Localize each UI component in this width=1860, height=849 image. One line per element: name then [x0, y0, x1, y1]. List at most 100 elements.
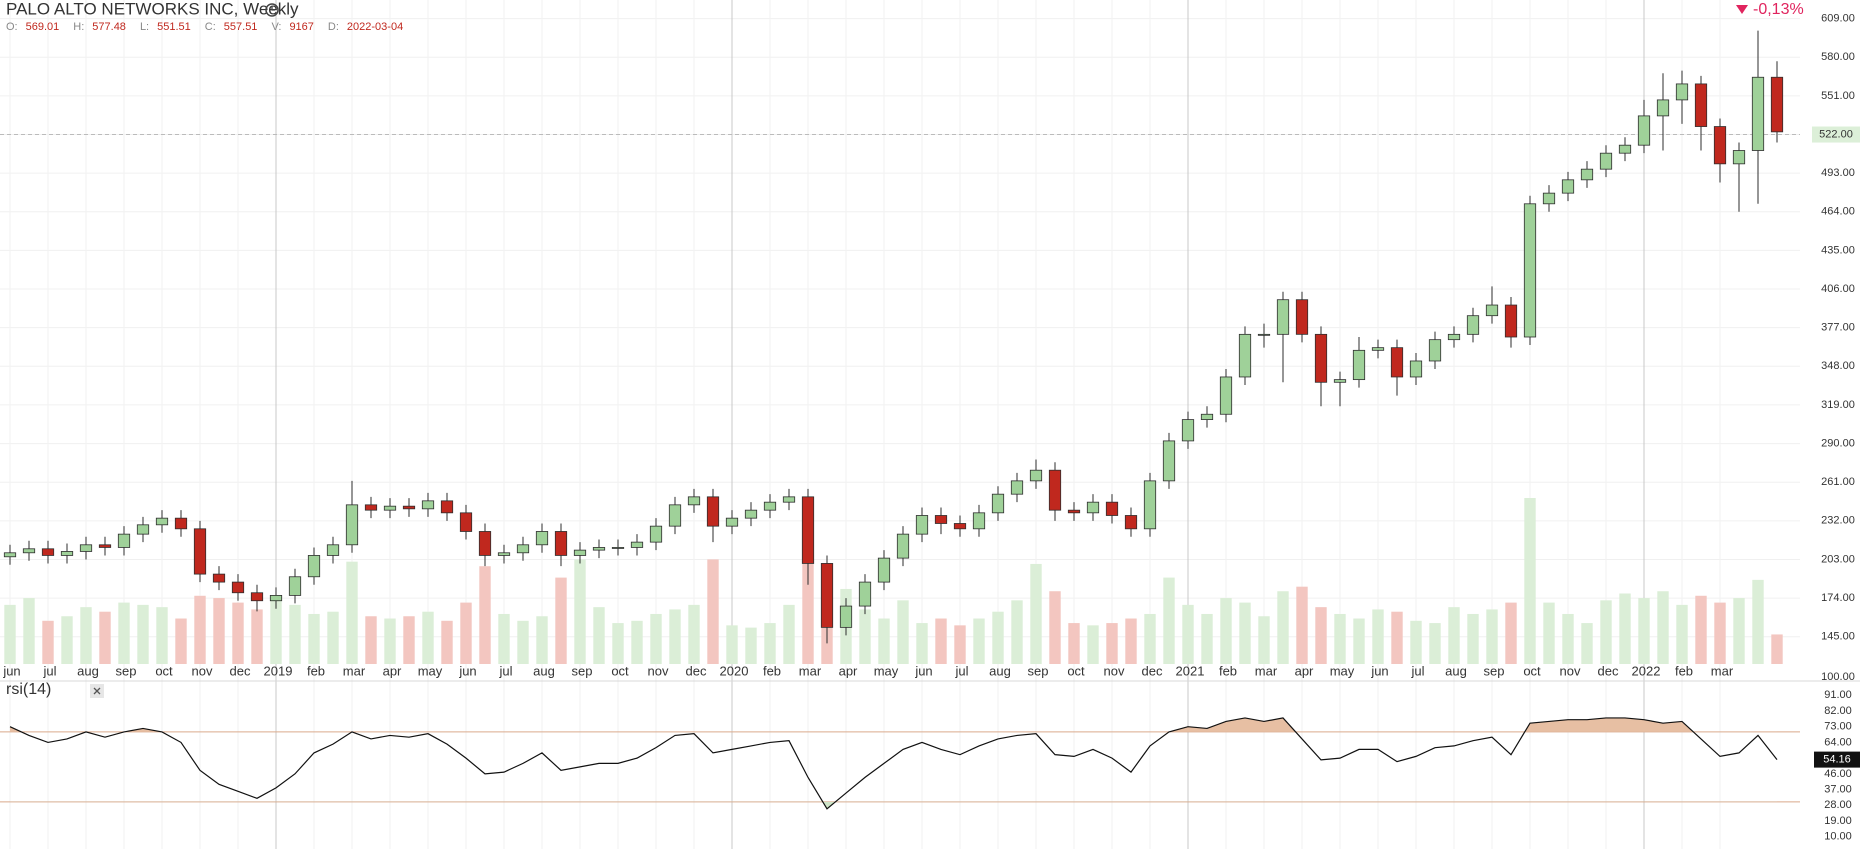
volume-bar [289, 604, 301, 664]
candle-body [1675, 83, 1689, 101]
volume-bar [954, 625, 966, 664]
volume-bar [346, 561, 358, 664]
volume-bar [1125, 618, 1137, 664]
candle-body [1352, 349, 1366, 381]
x-tick-label: sep [116, 663, 137, 678]
candle-body [79, 544, 93, 552]
volume-bar [1182, 604, 1194, 664]
volume-bar [61, 616, 73, 664]
candle-body [1618, 144, 1632, 154]
candle-body [706, 496, 720, 527]
candle-body [440, 500, 454, 514]
volume-bar [1695, 595, 1707, 664]
y-tick-label: 261.00 [1821, 476, 1855, 488]
candle-body [1162, 440, 1176, 482]
candle-body [763, 501, 777, 511]
x-tick-label: mar [1711, 663, 1734, 678]
volume-bar [897, 600, 909, 664]
volume-bar [1429, 623, 1441, 664]
candle-body [1067, 509, 1081, 514]
overbought-area [10, 717, 1777, 732]
x-tick-label: jul [1410, 663, 1424, 678]
volume-bar [650, 613, 662, 664]
volume-bar [612, 623, 624, 664]
volume-bar [1752, 579, 1764, 664]
header-value: 9167 [289, 21, 313, 33]
y-tick-label: 406.00 [1821, 283, 1855, 295]
candle-body [1770, 76, 1784, 133]
header-label: O: [6, 21, 18, 33]
volume-bar [707, 559, 719, 664]
volume-bar [745, 627, 757, 664]
volume-bar [403, 616, 415, 664]
volume-bar [308, 613, 320, 664]
volume-bar [232, 602, 244, 664]
volume-bar [4, 604, 16, 664]
candle-body [1143, 480, 1157, 530]
x-tick-label: feb [307, 663, 325, 678]
volume-bar [688, 604, 700, 664]
candle-body [1105, 501, 1119, 516]
x-tick-label: mar [343, 663, 366, 678]
candle-body [326, 544, 340, 556]
x-tick-label: dec [1142, 663, 1163, 678]
rsi-value-label: 54.16 [1823, 754, 1851, 766]
candle-body [972, 512, 986, 530]
candle-body [1390, 347, 1404, 378]
volume-bar [1714, 602, 1726, 664]
volume-bar [1771, 634, 1783, 664]
candle-body [22, 548, 36, 554]
volume-bar [118, 602, 130, 664]
candle-body [1200, 413, 1214, 420]
volume-bar [80, 607, 92, 664]
candle-body [953, 523, 967, 530]
y-tick-label: 82.00 [1824, 705, 1852, 717]
y-tick-label: 19.00 [1824, 815, 1852, 827]
candle-body [269, 595, 283, 602]
volume-bar [1163, 577, 1175, 664]
volume-bar [1011, 600, 1023, 664]
x-tick-label: 2020 [720, 663, 749, 678]
volume-bar [1638, 598, 1650, 664]
candle-body [611, 547, 625, 549]
candle-body [1333, 379, 1347, 383]
x-tick-label: jun [914, 663, 932, 678]
volume-bar [460, 602, 472, 664]
x-tick-label: aug [77, 663, 99, 678]
x-tick-label: mar [1255, 663, 1278, 678]
header-value: 557.51 [224, 21, 258, 33]
y-tick-label: 232.00 [1821, 515, 1855, 527]
y-tick-label: 493.00 [1821, 167, 1855, 179]
candle-body [212, 573, 226, 583]
candle-body [725, 517, 739, 527]
candle-body [801, 496, 815, 564]
x-tick-label: apr [1295, 663, 1314, 678]
x-tick-label: sep [1484, 663, 1505, 678]
volume-bar [1581, 623, 1593, 664]
x-tick-label: dec [686, 663, 707, 678]
candle-body [345, 504, 359, 546]
volume-bar [156, 607, 168, 664]
x-tick-label: jul [954, 663, 968, 678]
candle-body [307, 555, 321, 578]
volume-bar [1277, 591, 1289, 664]
candle-body [3, 552, 17, 558]
candle-body [877, 557, 891, 583]
candle-body [1561, 179, 1575, 194]
header-value: 551.51 [157, 21, 191, 33]
volume-bar [536, 616, 548, 664]
candle-body [896, 533, 910, 559]
volume-bar [1030, 563, 1042, 664]
oversold-area [822, 801, 836, 809]
volume-bar [631, 620, 643, 664]
volume-bar [270, 600, 282, 664]
volume-bar [251, 609, 263, 664]
y-tick-label: 203.00 [1821, 553, 1855, 565]
volume-bar [878, 618, 890, 664]
volume-bar [1391, 611, 1403, 664]
candle-body [1257, 333, 1271, 336]
volume-bar [1486, 609, 1498, 664]
candle-body [668, 504, 682, 527]
volume-bar [365, 616, 377, 664]
